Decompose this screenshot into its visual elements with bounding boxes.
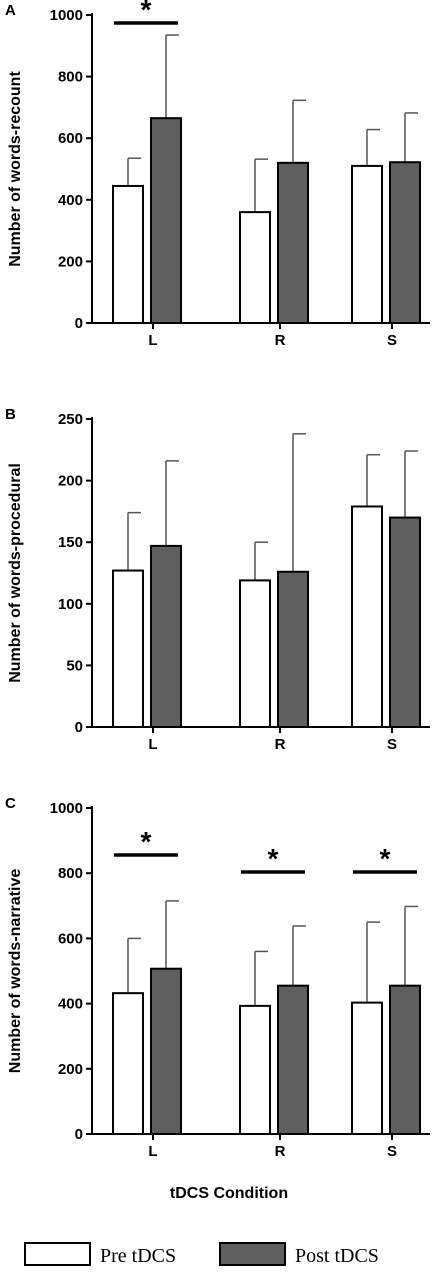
bar-pre bbox=[112, 569, 144, 729]
y-tick-label: 0 bbox=[75, 315, 83, 332]
legend: Pre tDCS Post tDCS bbox=[24, 1242, 379, 1267]
y-axis-title: Number of words-narrative bbox=[7, 869, 24, 1074]
y-tick-label: 200 bbox=[58, 1061, 83, 1078]
x-tick-label: L bbox=[148, 1143, 157, 1160]
legend-label-pre: Pre tDCS bbox=[100, 1245, 176, 1267]
y-axis-title: Number of words-procedural bbox=[7, 463, 24, 683]
x-tick-label: R bbox=[275, 1143, 286, 1160]
bar-pre bbox=[351, 505, 383, 728]
bar-pre bbox=[351, 1001, 383, 1136]
bar-pre bbox=[239, 1004, 271, 1136]
y-tick-label: 250 bbox=[58, 411, 83, 428]
panel-letter: C bbox=[5, 795, 16, 812]
bar-pre bbox=[112, 992, 144, 1136]
y-tick-label: 0 bbox=[75, 719, 83, 736]
panel-letter: B bbox=[5, 406, 16, 423]
significance-star: * bbox=[141, 826, 152, 857]
x-tick-label: R bbox=[275, 736, 286, 753]
y-tick-label: 600 bbox=[58, 130, 83, 147]
x-tick-label: L bbox=[148, 736, 157, 753]
chart-panel-b: B Number of words-procedural 0 50 100 150 200 2… bbox=[5, 406, 430, 753]
bar-post bbox=[389, 516, 421, 728]
y-tick-label: 800 bbox=[58, 69, 83, 86]
bar-post bbox=[150, 967, 182, 1136]
y-tick-label: 100 bbox=[58, 596, 83, 613]
x-tick-label: S bbox=[387, 332, 397, 349]
y-tick-label: 800 bbox=[58, 865, 83, 882]
legend-swatch-post bbox=[219, 1242, 286, 1266]
y-tick-label: 400 bbox=[58, 996, 83, 1013]
bar-post bbox=[277, 161, 309, 324]
y-axis-title: Number of words-recount bbox=[7, 71, 24, 267]
x-tick-label: S bbox=[387, 736, 397, 753]
bar-pre bbox=[112, 184, 144, 324]
bar-post bbox=[277, 570, 309, 728]
legend-label-post: Post tDCS bbox=[295, 1245, 379, 1267]
panel-letter: A bbox=[5, 2, 16, 19]
bar-post bbox=[277, 984, 309, 1135]
x-axis-title: tDCS Condition bbox=[170, 1185, 288, 1202]
bar-pre bbox=[239, 579, 271, 729]
y-tick-label: 200 bbox=[58, 473, 83, 490]
y-tick-label: 600 bbox=[58, 930, 83, 947]
x-tick-label: L bbox=[148, 332, 157, 349]
chart-panel-a: A Number of words-recount 0 200 400 600 800 100… bbox=[5, 0, 430, 349]
significance-star: * bbox=[141, 0, 152, 25]
bar-pre bbox=[239, 211, 271, 324]
y-tick-label: 400 bbox=[58, 192, 83, 209]
y-tick-label: 200 bbox=[58, 253, 83, 270]
bar-pre bbox=[351, 164, 383, 324]
y-tick-label: 150 bbox=[58, 534, 83, 551]
chart-panel-c: C Number of words-narrative 0 200 400 600 800 1… bbox=[5, 795, 430, 1160]
bar-post bbox=[389, 161, 421, 324]
x-tick-label: S bbox=[387, 1143, 397, 1160]
significance-star: * bbox=[380, 843, 391, 874]
significance-star: * bbox=[268, 843, 279, 874]
legend-swatch-pre bbox=[24, 1242, 91, 1266]
x-tick-label: R bbox=[275, 332, 286, 349]
bar-post bbox=[150, 544, 182, 728]
bar-post bbox=[150, 117, 182, 325]
y-tick-label: 0 bbox=[75, 1126, 83, 1143]
y-tick-label: 50 bbox=[66, 657, 83, 674]
bar-post bbox=[389, 984, 421, 1135]
y-tick-label: 1000 bbox=[50, 800, 83, 817]
y-tick-label: 1000 bbox=[50, 7, 83, 24]
